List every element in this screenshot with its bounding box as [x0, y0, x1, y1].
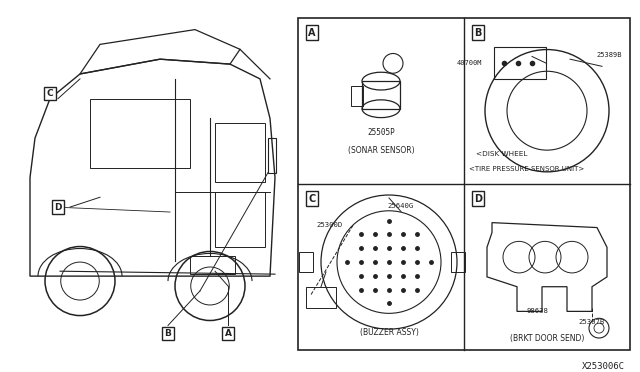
Bar [90, 99, 190, 168]
Text: 25300D: 25300D [316, 222, 342, 228]
Text: X253006C: X253006C [582, 362, 625, 371]
Text: 25389B: 25389B [596, 52, 622, 58]
Text: 25505P: 25505P [367, 128, 395, 137]
Bar [298, 18, 630, 350]
Bar [215, 123, 265, 182]
Text: A: A [308, 28, 316, 38]
Text: <DISK WHEEL: <DISK WHEEL [476, 151, 527, 157]
Bar [299, 252, 313, 272]
Text: 98638: 98638 [526, 308, 548, 314]
Bar [215, 192, 265, 247]
Text: C: C [308, 194, 316, 204]
Bar [351, 86, 363, 106]
Bar [306, 287, 336, 308]
Bar [268, 138, 276, 173]
Bar [190, 256, 235, 274]
Text: <TIRE PRESSURE SENSOR UNIT>: <TIRE PRESSURE SENSOR UNIT> [469, 166, 584, 172]
Text: D: D [474, 194, 482, 204]
Bar [494, 47, 546, 79]
Text: A: A [225, 329, 232, 338]
Text: (BRKT DOOR SEND): (BRKT DOOR SEND) [510, 334, 584, 343]
Text: (SONAR SENSOR): (SONAR SENSOR) [348, 146, 414, 155]
Text: B: B [474, 28, 482, 38]
Text: C: C [47, 89, 53, 98]
Text: D: D [54, 203, 61, 212]
Text: 25307B: 25307B [579, 320, 605, 326]
Text: B: B [164, 329, 172, 338]
Text: (BUZZER ASSY): (BUZZER ASSY) [360, 328, 419, 337]
Bar [451, 252, 465, 272]
Text: 40700M: 40700M [456, 60, 482, 66]
Text: 25640G: 25640G [388, 203, 414, 209]
Bar [362, 81, 400, 109]
